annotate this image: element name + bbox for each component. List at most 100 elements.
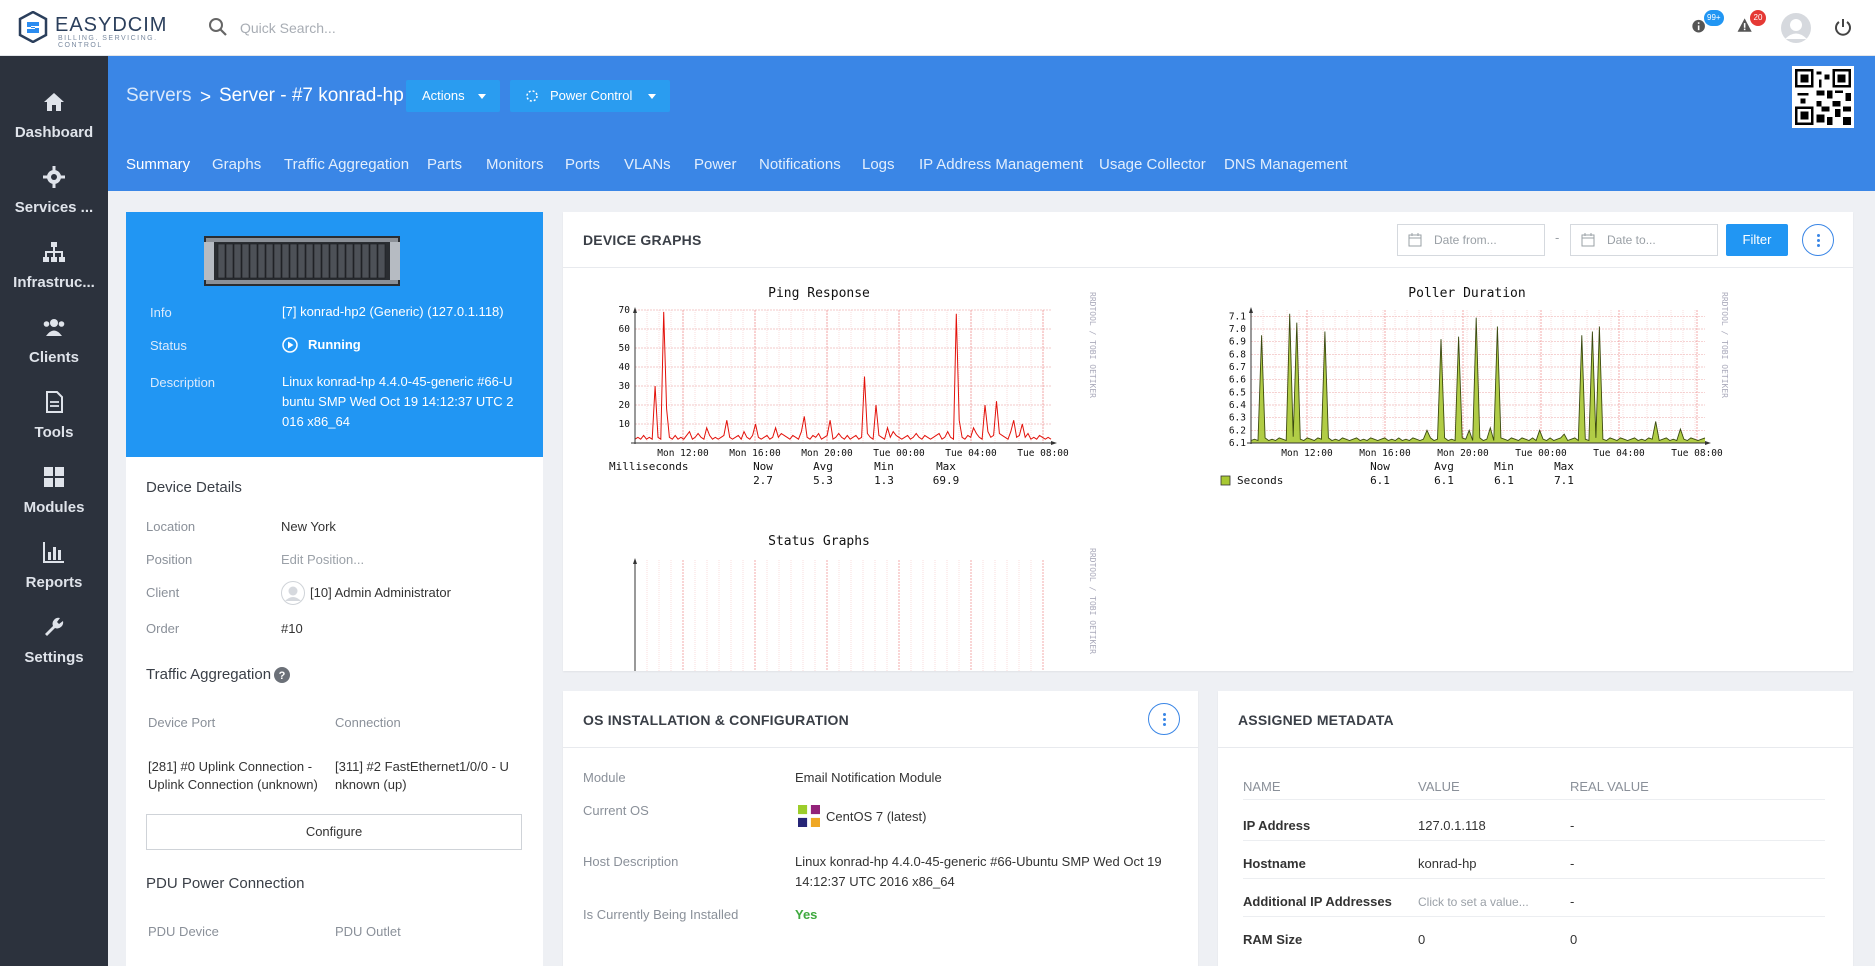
os-menu-button[interactable]: [1148, 703, 1180, 735]
sidebar-item-infrastructure[interactable]: Infrastruc...: [0, 232, 108, 302]
description-line: buntu SMP Wed Oct 19 14:12:37 UTC 2: [282, 394, 514, 409]
metadata-value[interactable]: 0: [1418, 932, 1426, 947]
alerts-button[interactable]: 20: [1736, 10, 1766, 42]
dot-icon: [1163, 713, 1166, 716]
power-control-button[interactable]: Power Control: [510, 80, 670, 112]
info-value: [7] konrad-hp2 (Generic) (127.0.1.118): [282, 304, 504, 319]
legend-max-value: 69.9: [933, 474, 960, 487]
legend-min-header: Min: [1494, 460, 1514, 473]
legend-swatch: [1220, 475, 1231, 486]
legend-now-value: 2.7: [753, 474, 773, 487]
connection-line: [311] #2 FastEthernet1/0/0 - U: [335, 759, 509, 774]
tab-usage-collector[interactable]: Usage Collector: [1099, 156, 1206, 173]
y-tick-label: 6.5: [1229, 387, 1246, 398]
tab-dns-management[interactable]: DNS Management: [1224, 156, 1348, 173]
power-off-icon[interactable]: [1834, 18, 1852, 36]
tab-graphs[interactable]: Graphs: [212, 156, 262, 173]
date-from-input[interactable]: Date from...: [1397, 224, 1545, 256]
x-axis-arrow: [1705, 441, 1711, 445]
sidebar-item-clients[interactable]: Clients: [0, 307, 108, 377]
filter-button[interactable]: Filter: [1726, 224, 1788, 256]
chart-tick-labels: 6.1 6.26.3 6.4 6.56.6 6.7 6.86.9 7.0 7.1 Mon 12:…: [1229, 311, 1723, 459]
os-installation-title: OS INSTALLATION & CONFIGURATION: [583, 712, 849, 728]
notifications-badge: 99+: [1704, 10, 1724, 26]
status-value: Running: [308, 337, 361, 352]
sidebar-item-label: Modules: [23, 499, 85, 516]
divider: [563, 747, 1198, 748]
x-tick-label: Mon 20:00: [801, 448, 853, 459]
configure-button[interactable]: Configure: [146, 814, 522, 850]
user-avatar[interactable]: [1780, 12, 1812, 44]
bar-chart-icon: [43, 542, 64, 563]
edit-position-link[interactable]: Edit Position...: [281, 552, 365, 567]
sidebar-item-reports[interactable]: Reports: [0, 532, 108, 602]
legend-now-header: Now: [753, 460, 773, 473]
logo[interactable]: EASYDCIM BILLING. SERVICING. CONTROL: [18, 11, 178, 49]
tab-ports[interactable]: Ports: [565, 156, 601, 173]
tab-traffic-aggregation[interactable]: Traffic Aggregation: [284, 156, 410, 173]
date-range-separator: -: [1555, 230, 1560, 245]
sidebar-item-dashboard[interactable]: Dashboard: [0, 82, 108, 152]
actions-button[interactable]: Actions: [406, 80, 500, 112]
tab-power[interactable]: Power: [694, 156, 737, 173]
os-installation-panel: OS INSTALLATION & CONFIGURATION Module E…: [563, 691, 1198, 966]
page-title: Server - #7 konrad-hp: [219, 85, 404, 106]
dot-icon: [1817, 234, 1820, 237]
metadata-real-value: -: [1570, 818, 1575, 833]
current-os-label: Current OS: [583, 803, 649, 818]
tab-summary[interactable]: Summary: [126, 156, 191, 173]
order-value[interactable]: #10: [281, 621, 303, 636]
y-axis-arrow: [633, 307, 637, 313]
search-input[interactable]: [240, 16, 600, 40]
date-to-input[interactable]: Date to...: [1570, 224, 1718, 256]
legend-now-header: Now: [1370, 460, 1390, 473]
device-graphs-panel: DEVICE GRAPHS Date from... - Date to... …: [563, 212, 1853, 671]
qr-code[interactable]: [1792, 66, 1854, 128]
dot-icon: [1817, 239, 1820, 242]
chevron-down-icon: [648, 94, 656, 99]
metadata-value[interactable]: 127.0.1.118: [1418, 818, 1486, 833]
chart-marks: [634, 311, 1052, 441]
tab-logs[interactable]: Logs: [862, 156, 895, 173]
x-tick-label: Tue 00:00: [873, 448, 925, 459]
device-details-title: Device Details: [146, 479, 242, 496]
sidebar-item-tools[interactable]: Tools: [0, 382, 108, 452]
spinner-icon: [526, 90, 538, 102]
chart-marks: [1250, 313, 1706, 443]
tab-ip-address-management[interactable]: IP Address Management: [919, 156, 1083, 173]
metadata-value-placeholder[interactable]: Click to set a value...: [1418, 895, 1529, 909]
chart-tick-labels: 10 20 30 40 50 60 70 Mon 12:00 Mon 16:00 Mon 20:0…: [619, 305, 1069, 459]
info-icon: [1692, 19, 1705, 33]
metadata-value[interactable]: konrad-hp: [1418, 856, 1477, 871]
position-label: Position: [146, 552, 193, 567]
notifications-button[interactable]: 99+: [1690, 10, 1724, 42]
x-axis-arrow: [1051, 441, 1057, 445]
sidebar-item-modules[interactable]: Modules: [0, 457, 108, 527]
y-tick-label: 6.1: [1229, 438, 1246, 449]
sitemap-icon: [43, 242, 65, 262]
sidebar: Dashboard Services ... Infrastruc... Cli…: [0, 56, 108, 966]
col-name: NAME: [1243, 779, 1281, 794]
document-icon: [46, 391, 63, 413]
legend-max-value: 7.1: [1554, 474, 1574, 487]
tab-monitors[interactable]: Monitors: [486, 156, 544, 173]
client-link[interactable]: [10] Admin Administrator: [310, 585, 451, 600]
logo-tagline: BILLING. SERVICING. CONTROL: [58, 35, 158, 49]
tab-parts[interactable]: Parts: [427, 156, 463, 173]
help-icon[interactable]: ?: [274, 667, 290, 683]
breadcrumb-servers[interactable]: Servers: [126, 85, 192, 106]
graphs-menu-button[interactable]: [1802, 224, 1834, 256]
search-icon: [209, 18, 227, 36]
alerts-badge: 20: [1750, 10, 1766, 26]
x-tick-label: Tue 00:00: [1515, 448, 1567, 459]
rrdtool-watermark: RRDTOOL / TOBI OETIKER: [1088, 292, 1097, 398]
tab-vlans[interactable]: VLANs: [624, 156, 671, 173]
grid-icon: [44, 467, 64, 487]
host-description-line: Linux konrad-hp 4.4.0-45-generic #66-Ubu…: [795, 854, 1162, 869]
sidebar-item-services[interactable]: Services ...: [0, 157, 108, 227]
tab-notifications[interactable]: Notifications: [759, 156, 841, 173]
metadata-real-value: -: [1570, 856, 1575, 871]
legend-series-name: Seconds: [1237, 474, 1283, 487]
sidebar-item-settings[interactable]: Settings: [0, 607, 108, 677]
device-port-line: [281] #0 Uplink Connection -: [148, 759, 313, 774]
